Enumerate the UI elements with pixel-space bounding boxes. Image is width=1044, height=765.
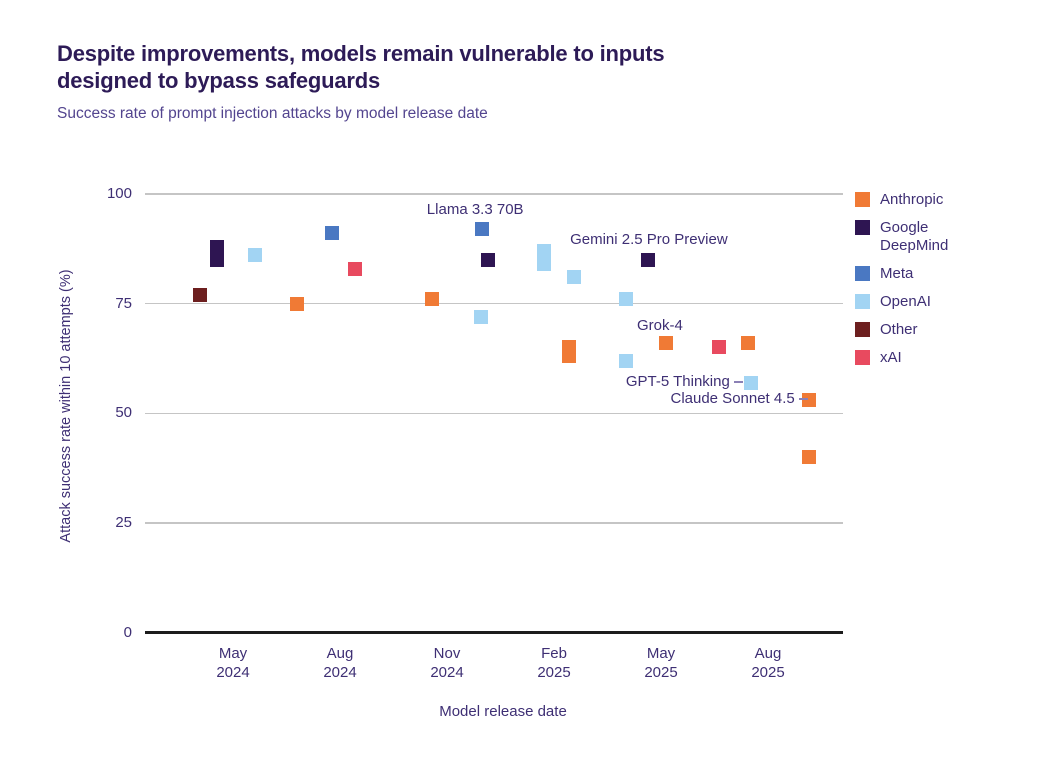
legend: Anthropic Google DeepMind Meta OpenAI Other x…: [855, 191, 990, 367]
legend-item-xai: xAI: [855, 349, 990, 367]
data-point-meta: [325, 226, 340, 241]
legend-label: Meta: [880, 265, 914, 282]
x-tick-label: Feb 2025: [537, 645, 571, 681]
data-point-anthropic: [289, 296, 304, 311]
legend-label: Google DeepMind: [880, 219, 949, 254]
legend-item-google-deepmind: Google DeepMind: [855, 219, 990, 255]
data-point-openai: [619, 292, 634, 307]
label-leader-line: [733, 381, 743, 383]
legend-swatch: [855, 350, 870, 365]
y-tick-label: 50: [115, 404, 132, 422]
data-point-openai: [537, 257, 552, 272]
data-point-anthropic: [561, 349, 576, 364]
legend-label: OpenAI: [880, 293, 931, 310]
data-point-openai: [248, 248, 263, 263]
chart-subtitle: Success rate of prompt injection attacks…: [57, 105, 488, 122]
legend-item-meta: Meta: [855, 265, 990, 283]
legend-item-openai: OpenAI: [855, 293, 990, 311]
legend-swatch: [855, 220, 870, 235]
chart-title-line2: designed to bypass safeguards: [57, 68, 381, 93]
legend-swatch: [855, 322, 870, 337]
data-point-meta: [474, 222, 489, 237]
data-point-anthropic: [658, 336, 673, 351]
x-tick-label: Aug 2024: [323, 645, 357, 681]
data-point-openai: [743, 375, 758, 390]
data-point-anthropic: [802, 450, 817, 465]
data-point-xai: [347, 261, 362, 276]
legend-label: xAI: [880, 349, 902, 366]
gridline-y100: [145, 193, 843, 195]
point-label: Grok-4: [637, 316, 683, 334]
data-point-google-deepmind: [641, 252, 656, 267]
data-point-openai: [537, 244, 552, 258]
data-point-other: [192, 287, 207, 302]
x-tick-label: May 2025: [644, 645, 678, 681]
legend-label: Other: [880, 321, 918, 338]
x-tick-label: Nov 2024: [430, 645, 464, 681]
data-point-anthropic: [802, 393, 817, 408]
x-axis-title: Model release date: [439, 703, 567, 720]
x-axis-line: [145, 631, 843, 634]
data-point-google-deepmind: [209, 239, 224, 254]
data-point-openai: [619, 353, 634, 368]
gridline-y50: [145, 412, 843, 414]
data-point-google-deepmind: [209, 252, 224, 267]
x-tick-label: Aug 2025: [751, 645, 785, 681]
chart-title: Despite improvements, models remain vuln…: [57, 40, 917, 94]
legend-swatch: [855, 192, 870, 207]
y-tick-label: 100: [106, 185, 132, 202]
y-tick-label: 0: [123, 623, 132, 641]
point-label: GPT-5 Thinking: [625, 373, 730, 391]
data-point-anthropic: [425, 292, 440, 307]
label-leader-line: [798, 398, 808, 400]
data-point-xai: [712, 340, 727, 355]
data-point-openai: [566, 270, 581, 285]
legend-item-anthropic: Anthropic: [855, 191, 990, 209]
y-axis-title: Attack success rate within 10 attempts (…: [58, 269, 74, 543]
point-label: Claude Sonnet 4.5: [670, 390, 795, 408]
legend-item-other: Other: [855, 321, 990, 339]
x-tick-label: May 2024: [216, 645, 250, 681]
data-point-openai: [474, 309, 489, 324]
gridline-y75: [145, 302, 843, 305]
y-tick-label: 25: [115, 513, 132, 531]
point-label: Gemini 2.5 Pro Preview: [570, 231, 728, 249]
legend-swatch: [855, 294, 870, 309]
data-point-google-deepmind: [481, 252, 496, 267]
point-label: Llama 3.3 70B: [426, 200, 524, 218]
legend-label: Anthropic: [880, 191, 944, 208]
chart-title-line1: Despite improvements, models remain vuln…: [57, 41, 665, 66]
y-tick-label: 75: [115, 294, 132, 312]
gridline-y25: [145, 522, 843, 524]
data-point-anthropic: [741, 336, 756, 351]
legend-swatch: [855, 266, 870, 281]
